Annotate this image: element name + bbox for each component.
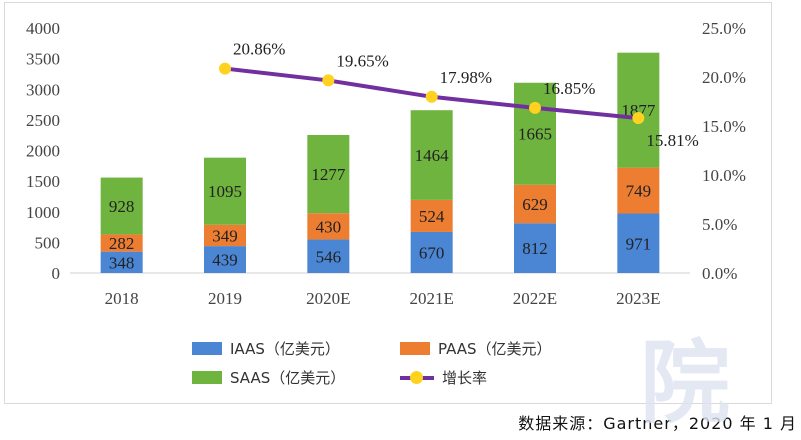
growth-rate-label: 20.86%	[233, 40, 285, 59]
bar-segment-paas	[307, 213, 350, 240]
growth-rate-marker	[529, 101, 541, 114]
growth-rate-marker	[425, 90, 438, 103]
y-tick-label: 0	[52, 264, 61, 283]
x-tick-label: 2022E	[513, 289, 557, 308]
legend-label-saas: SAAS（亿美元）	[230, 369, 346, 387]
y-tick-label: 500	[35, 233, 61, 252]
bar-value-label: 971	[626, 234, 652, 253]
bar-segment-saas	[204, 157, 246, 225]
legend-label-iaas: IAAS（亿美元）	[230, 340, 340, 358]
bar-segment-saas	[307, 135, 350, 214]
growth-rate-marker	[219, 62, 231, 75]
legend-swatch-growth	[400, 371, 434, 384]
y2-tick-label: 15.0%	[702, 117, 746, 136]
bar-value-label: 1665	[518, 125, 552, 144]
growth-rate-label: 16.85%	[543, 79, 595, 98]
bar-segment-paas	[617, 167, 660, 214]
legend-swatch-paas	[400, 342, 430, 355]
bar-value-label: 349	[212, 226, 238, 245]
bar-segment-iaas	[307, 239, 350, 273]
y-tick-label: 2000	[26, 142, 60, 161]
legend-item-iaas: IAAS（亿美元）	[192, 338, 340, 359]
bar-value-label: 1277	[311, 165, 346, 184]
growth-rate-marker	[322, 74, 335, 87]
bar-value-label: 1095	[208, 182, 242, 201]
y2-tick-label: 5.0%	[702, 215, 737, 234]
y2-tick-label: 20.0%	[702, 68, 746, 87]
growth-rate-label: 15.81%	[646, 131, 698, 150]
bar-segment-paas	[204, 224, 246, 247]
bar-value-label: 749	[626, 182, 652, 201]
bar-segment-saas	[100, 177, 143, 235]
y-tick-label: 1000	[26, 203, 60, 222]
legend-item-paas: PAAS（亿美元）	[400, 338, 552, 359]
bar-value-label: 670	[419, 243, 445, 262]
legend-label-paas: PAAS（亿美元）	[438, 340, 552, 358]
bar-value-label: 430	[316, 217, 342, 236]
y2-tick-label: 10.0%	[702, 166, 746, 185]
y-tick-label: 3500	[26, 50, 60, 69]
bar-segment-iaas	[410, 231, 453, 273]
y2-tick-label: 0.0%	[702, 264, 737, 283]
bar-segment-iaas	[100, 251, 143, 273]
bar-segment-saas	[514, 82, 556, 185]
bar-segment-paas	[514, 184, 556, 224]
x-tick-label: 2023E	[616, 289, 660, 308]
x-tick-label: 2019	[208, 289, 242, 308]
growth-rate-marker	[632, 112, 645, 125]
bar-segment-paas	[410, 199, 453, 232]
legend-swatch-iaas	[192, 342, 222, 355]
bar-value-label: 524	[419, 207, 445, 226]
bar-segment-paas	[100, 234, 143, 252]
bar-value-label: 629	[522, 195, 548, 214]
bar-value-label: 348	[109, 253, 135, 272]
bar-value-label: 812	[522, 239, 548, 258]
legend-swatch-saas	[192, 371, 222, 384]
legend-item-growth: 增长率	[400, 367, 487, 388]
legend-item-saas: SAAS（亿美元）	[192, 367, 345, 388]
bar-segment-saas	[410, 110, 453, 200]
x-tick-label: 2018	[105, 289, 139, 308]
growth-rate-label: 19.65%	[336, 51, 388, 70]
bar-segment-iaas	[204, 246, 246, 273]
y2-tick-label: 25.0%	[702, 19, 746, 38]
legend-label-growth: 增长率	[442, 369, 488, 387]
x-tick-label: 2020E	[306, 289, 350, 308]
bar-segment-iaas	[617, 213, 660, 273]
y-tick-label: 1500	[26, 172, 60, 191]
x-tick-label: 2021E	[409, 289, 453, 308]
bar-value-label: 439	[212, 251, 238, 270]
source-note: 数据来源：Gartner，2020 年 1 月	[518, 414, 797, 433]
y-tick-label: 3000	[26, 80, 60, 99]
chart-frame	[4, 2, 772, 404]
bar-value-label: 546	[316, 247, 342, 266]
bar-value-label: 1464	[415, 146, 450, 165]
y-tick-label: 4000	[26, 19, 60, 38]
bar-segment-saas	[617, 52, 660, 168]
y-tick-label: 2500	[26, 111, 60, 130]
watermark: 院	[640, 331, 730, 436]
bar-value-label: 282	[109, 234, 135, 253]
bar-segment-iaas	[514, 223, 556, 273]
growth-rate-label: 17.98%	[440, 68, 492, 87]
bar-value-label: 928	[109, 197, 135, 216]
